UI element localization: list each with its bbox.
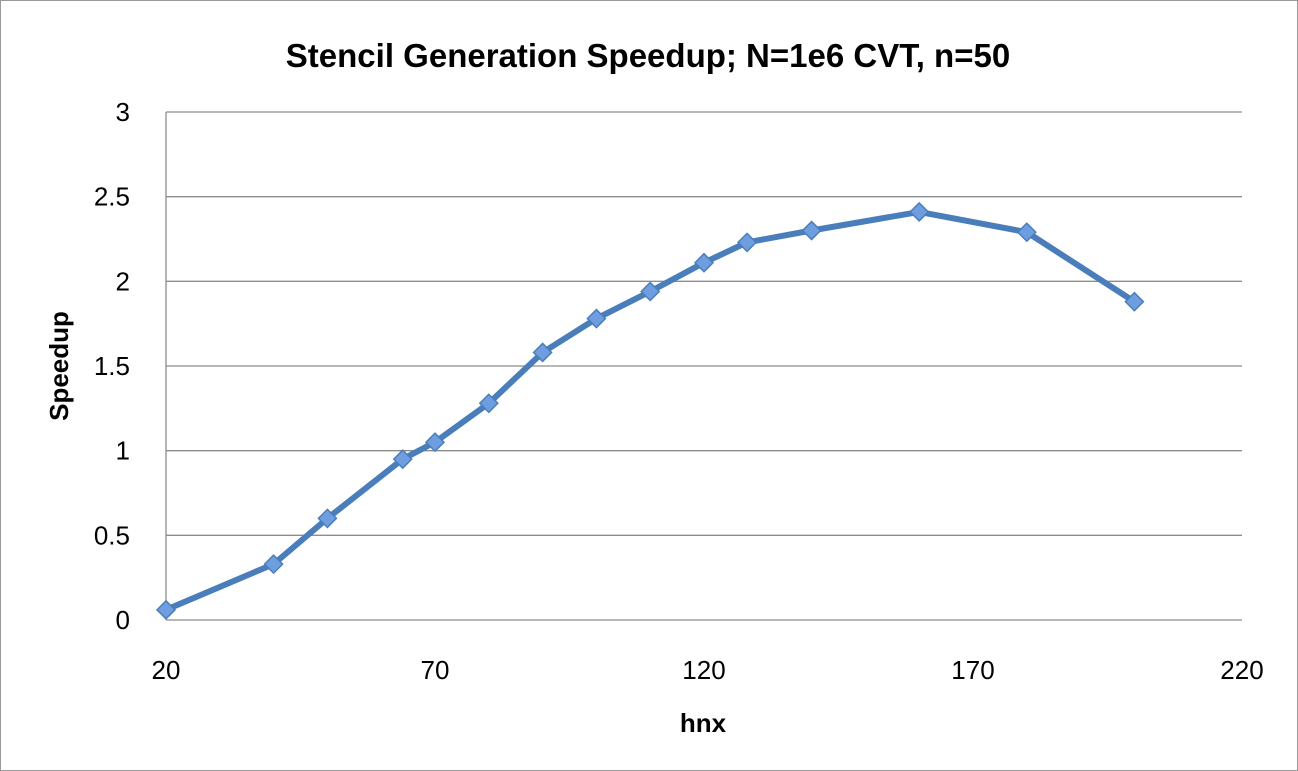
data-point-marker [586, 308, 607, 329]
x-tick-label: 120 [682, 655, 725, 685]
series [155, 201, 1145, 620]
data-point-marker [263, 554, 284, 575]
x-tick-label: 170 [951, 655, 994, 685]
data-point-marker [424, 432, 446, 453]
data-point-marker [478, 393, 499, 414]
data-point-marker [909, 201, 930, 222]
x-tick-label: 20 [152, 655, 181, 685]
y-tick-label: 2.5 [94, 182, 130, 212]
series-line [163, 208, 1138, 613]
y-tick-label: 0.5 [94, 520, 130, 550]
y-tick-label: 0 [116, 605, 130, 635]
gridlines [166, 111, 1242, 536]
x-tick-label: 220 [1220, 655, 1263, 685]
data-point-marker [532, 342, 553, 363]
y-axis-label: Speedup [44, 311, 74, 421]
data-point-marker [317, 508, 338, 529]
y-tick-label: 2 [116, 266, 130, 296]
data-point-marker [640, 281, 661, 302]
axes [165, 112, 1242, 621]
data-point-marker [801, 220, 822, 241]
chart-title: Stencil Generation Speedup; N=1e6 CVT, n… [286, 37, 1010, 74]
y-tick-labels: 0 0.5 1 1.5 2 2.5 3 [94, 97, 130, 635]
data-point-marker [736, 232, 758, 253]
x-tick-labels: 20 70 120 170 220 [152, 655, 1264, 685]
data-point-marker [693, 252, 715, 273]
x-tick-label: 70 [421, 655, 450, 685]
y-tick-label: 3 [116, 97, 130, 127]
data-point-marker [155, 599, 177, 620]
data-point-marker [1016, 222, 1037, 243]
y-tick-label: 1.5 [94, 351, 130, 381]
x-axis-label: hnx [680, 708, 727, 738]
data-point-marker [392, 449, 413, 470]
data-point-marker [1124, 291, 1145, 312]
y-tick-label: 1 [116, 436, 130, 466]
